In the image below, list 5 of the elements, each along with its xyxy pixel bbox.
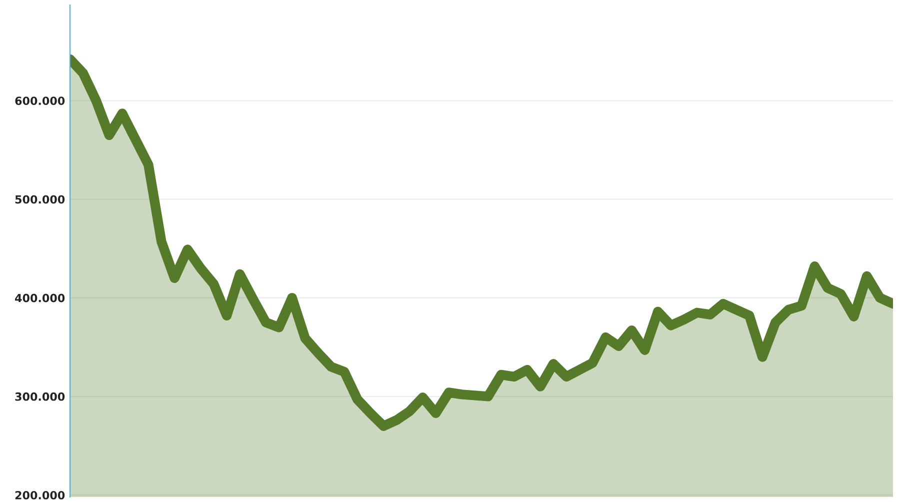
- y-tick-label: 200.000: [15, 491, 65, 500]
- y-tick-label: 600.000: [15, 96, 65, 106]
- y-tick-label: 400.000: [15, 294, 65, 302]
- y-tick-label: 500.000: [15, 195, 65, 204]
- y-tick-label: 300.000: [15, 392, 65, 401]
